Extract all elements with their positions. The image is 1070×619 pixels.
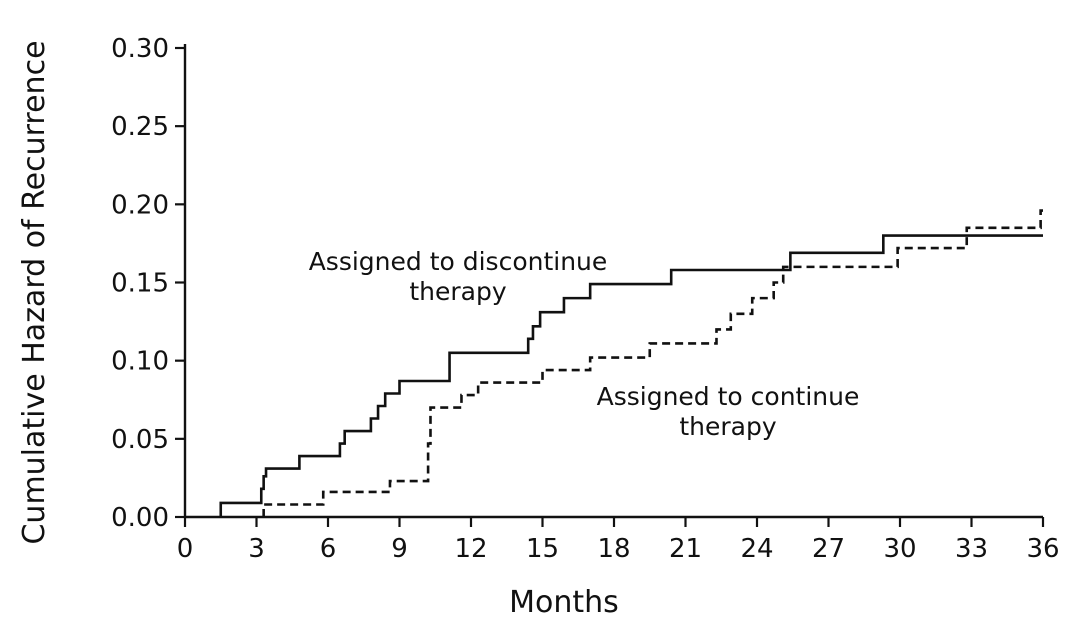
y-tick-label: 0.20 (111, 190, 169, 220)
x-tick-label: 12 (454, 534, 487, 564)
y-tick-label: 0.25 (111, 112, 169, 142)
series-discontinue-line (219, 234, 1043, 517)
x-tick-label: 36 (1026, 534, 1059, 564)
x-tick-label: 3 (248, 534, 265, 564)
x-tick-label: 27 (812, 534, 845, 564)
x-tick-label: 6 (320, 534, 337, 564)
x-tick-label: 30 (883, 534, 916, 564)
annotation-continue-line-1: Assigned to continue (597, 382, 860, 411)
y-axis-title: Cumulative Hazard of Recurrence (17, 40, 52, 544)
y-tick-label: 0.10 (111, 347, 169, 377)
annotation-discontinue-line-1: Assigned to discontinue (309, 247, 608, 276)
annotation-continue-line-2: therapy (679, 412, 776, 441)
axes: 0.000.050.100.150.200.250.300 3 6 9 12 15 18 21… (111, 34, 1059, 564)
x-tick-label: 18 (597, 534, 630, 564)
x-axis-title: Months (509, 585, 619, 619)
x-tick-label: 21 (669, 534, 702, 564)
y-tick-label: 0.15 (111, 269, 169, 299)
y-tick-label: 0.00 (111, 503, 169, 533)
x-tick-label: 15 (526, 534, 559, 564)
series-layer (219, 209, 1043, 517)
annotation-discontinue-line-2: therapy (409, 277, 506, 306)
x-tick-label: 24 (740, 534, 773, 564)
series-continue-line (262, 209, 1043, 517)
x-tick-label: 0 (177, 534, 194, 564)
x-tick-label: 9 (391, 534, 408, 564)
y-tick-label: 0.30 (111, 34, 169, 64)
x-tick-label: 33 (955, 534, 988, 564)
y-tick-label: 0.05 (111, 425, 169, 455)
